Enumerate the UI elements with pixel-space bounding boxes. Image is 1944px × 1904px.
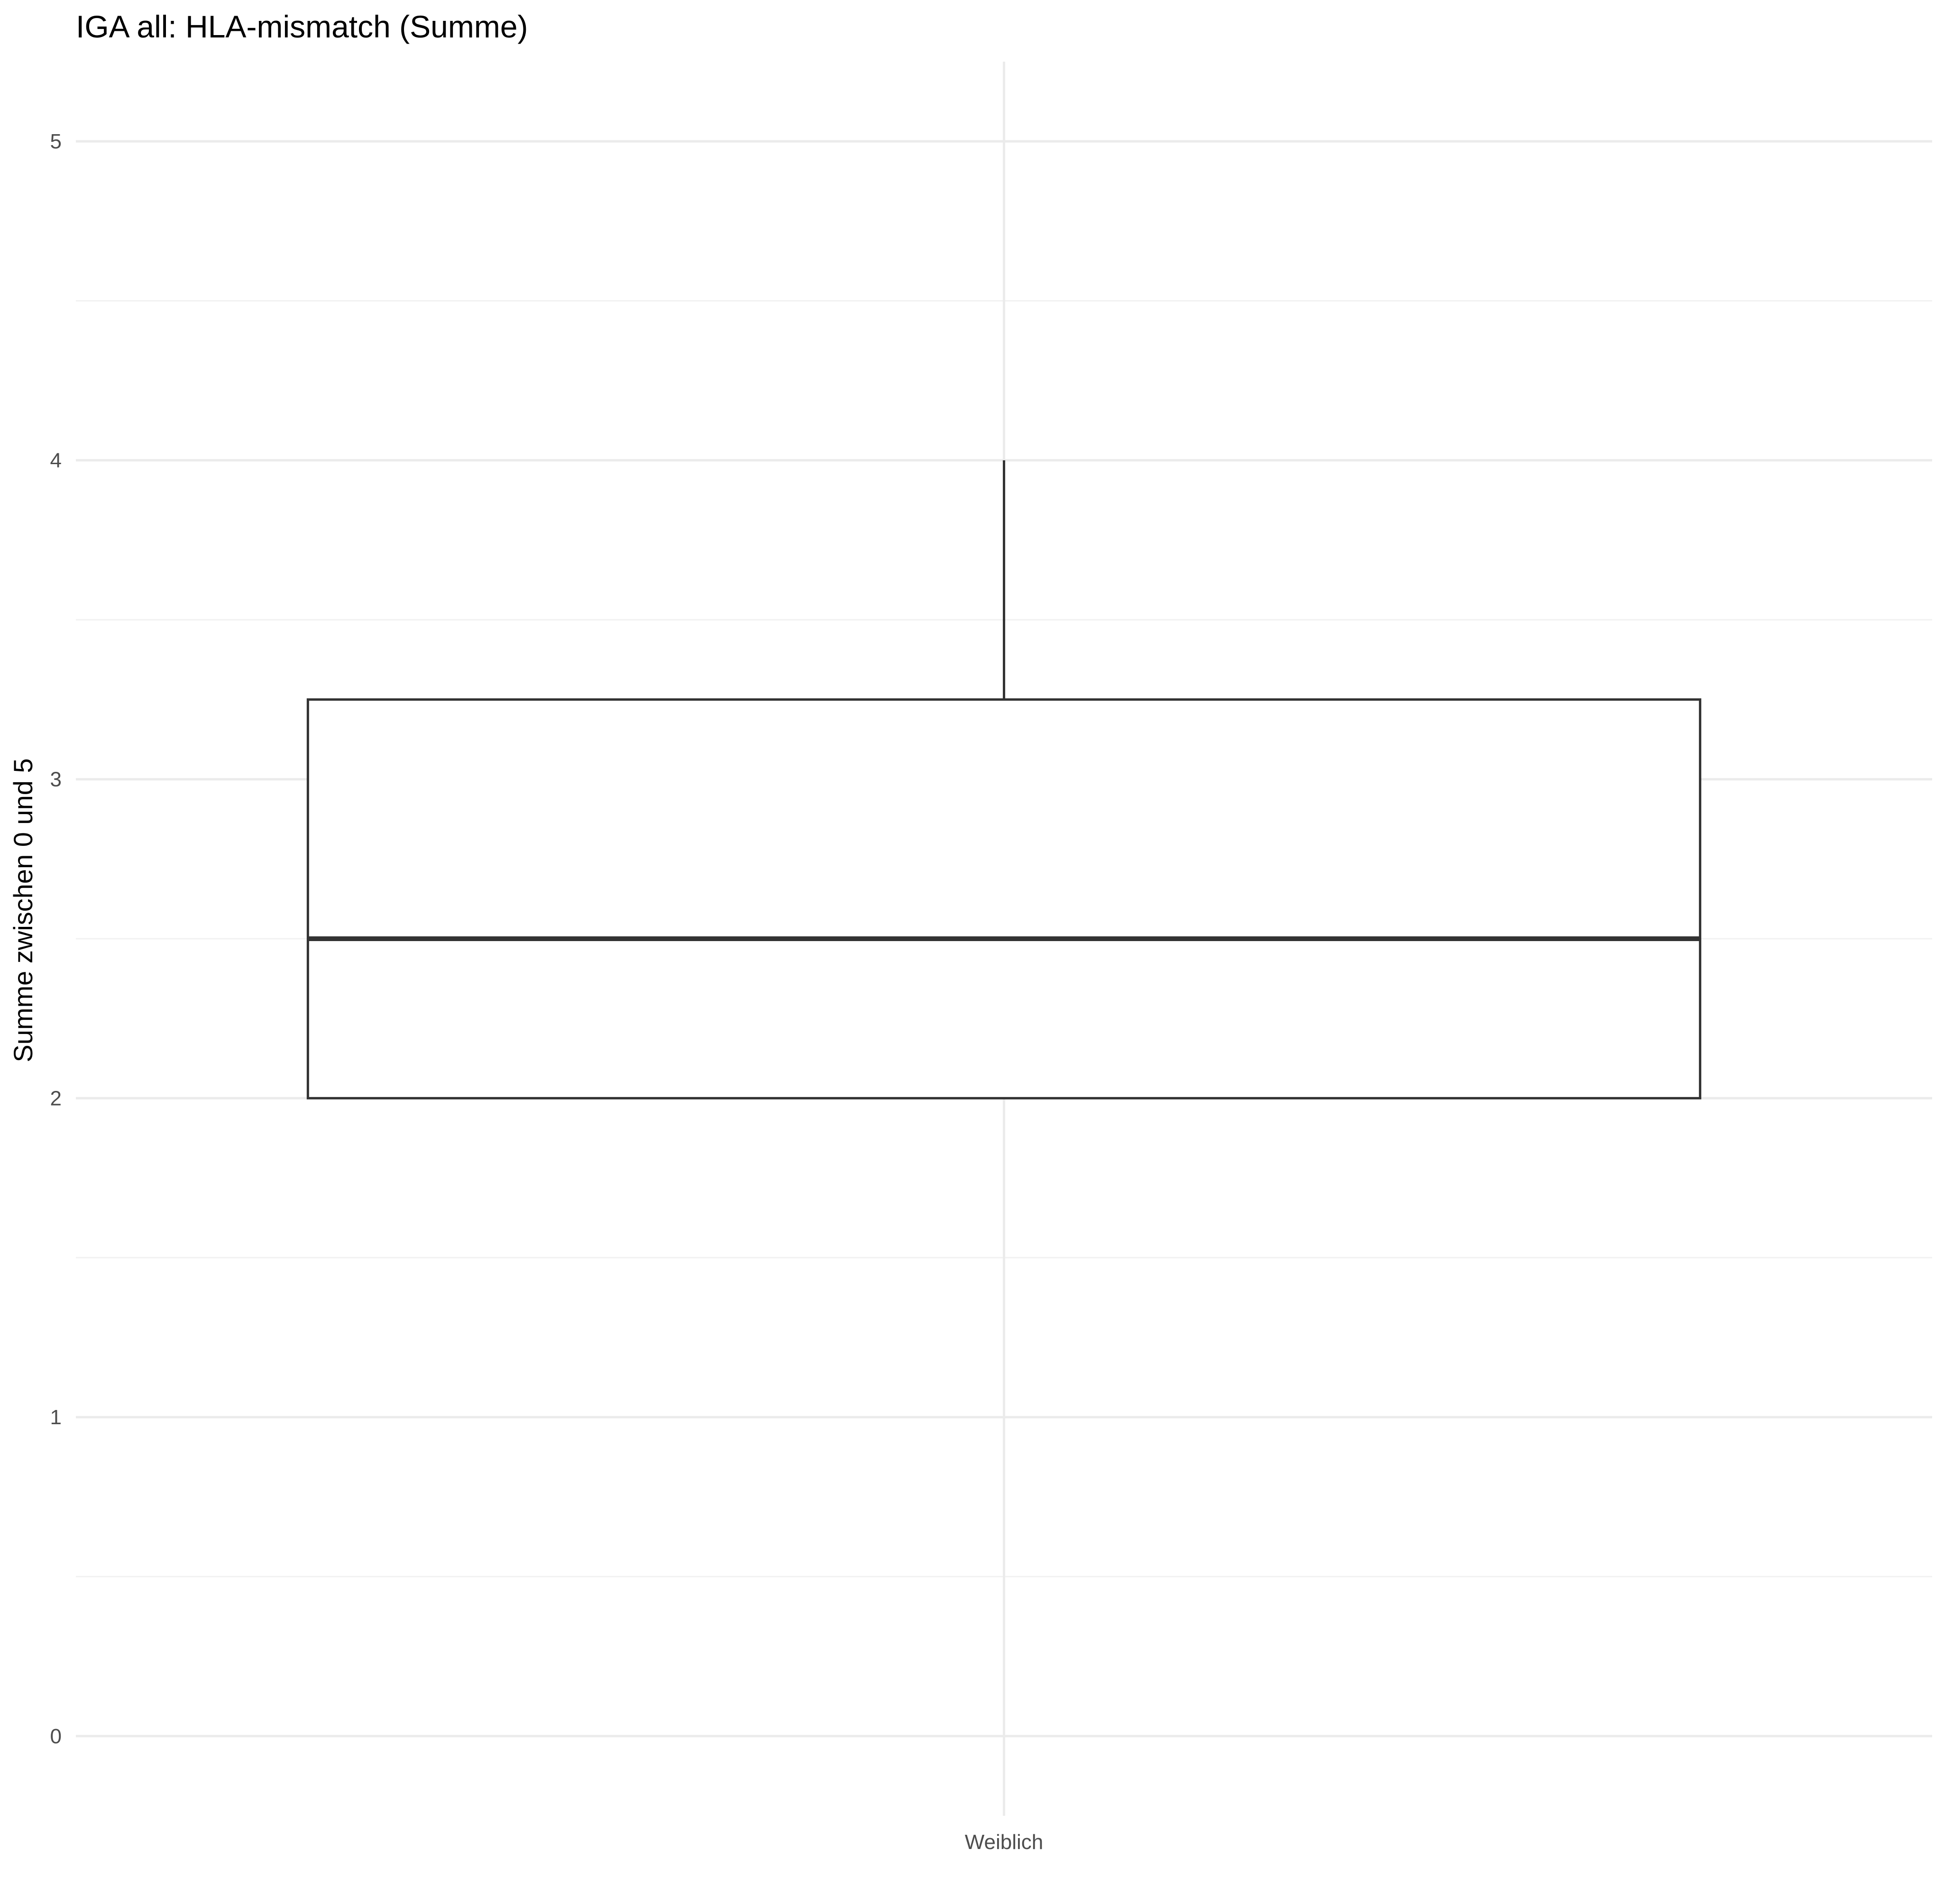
plot-marks (306, 460, 1702, 1099)
y-tick-label: 3 (50, 768, 62, 791)
x-tick-label: Weiblich (965, 1831, 1043, 1854)
box-weiblich (306, 460, 1702, 1099)
y-tick-label: 0 (50, 1725, 62, 1748)
y-tick-label: 5 (50, 130, 62, 153)
y-axis-ticks: 0 1 2 3 4 5 (50, 130, 62, 1748)
chart-title: IGA all: HLA-mismatch (Summe) (76, 9, 528, 44)
y-tick-label: 2 (50, 1087, 62, 1110)
y-tick-label: 1 (50, 1406, 62, 1429)
y-tick-label: 4 (50, 449, 62, 472)
iqr-box (306, 698, 1702, 1099)
y-axis-title: Summe zwischen 0 und 5 (8, 758, 38, 1062)
x-axis-ticks: Weiblich (965, 1831, 1043, 1854)
